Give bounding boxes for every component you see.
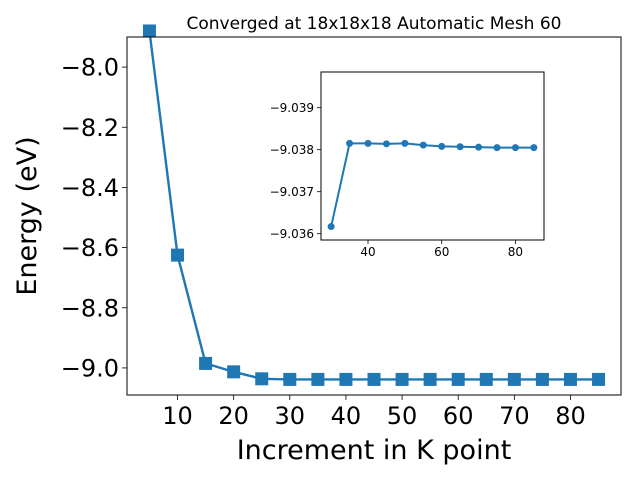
- inset-data-point: [364, 139, 372, 147]
- main-data-point: [592, 372, 606, 386]
- main-x-tick-label: 60: [443, 402, 474, 430]
- inset-y-tick-label: −9.037: [270, 185, 314, 199]
- main-data-point: [535, 372, 549, 386]
- inset-data-point: [456, 143, 464, 151]
- main-chart: Converged at 18x18x18 Automatic Mesh 60 …: [12, 14, 622, 466]
- inset-data-point: [419, 141, 427, 149]
- inset-y-tick-label: −9.039: [270, 101, 314, 115]
- inset-chart: 40 60 80 −9.036 −9.037 −9.038 −9.039: [270, 71, 545, 259]
- main-plot-frame: [126, 36, 622, 396]
- main-ticks: 10 20 30 40 50 60 70 80 −8.0 −8.2 −8.4 −8.6 −8.8 −9.0: [61, 54, 586, 430]
- inset-x-tick-label: 60: [434, 245, 449, 259]
- main-x-tick-label: 10: [162, 402, 193, 430]
- main-data-point: [255, 372, 269, 386]
- main-data-point: [283, 372, 297, 386]
- inset-series: [327, 139, 538, 231]
- main-data-point: [171, 248, 185, 262]
- main-data-point: [227, 365, 241, 379]
- inset-data-point: [511, 144, 519, 152]
- main-data-point: [451, 372, 465, 386]
- main-y-tick-label: −8.2: [61, 114, 119, 142]
- main-data-point: [563, 372, 577, 386]
- inset-y-tick-label: −9.036: [270, 227, 314, 241]
- inset-data-point: [475, 143, 483, 151]
- inset-x-tick-label: 80: [508, 245, 523, 259]
- main-data-point: [142, 24, 156, 38]
- inset-data-point: [327, 223, 335, 231]
- inset-x-tick-label: 40: [360, 245, 375, 259]
- main-data-point: [199, 356, 213, 370]
- inset-data-point: [493, 144, 501, 152]
- inset-data-point: [438, 142, 446, 150]
- main-data-point: [367, 372, 381, 386]
- main-data-point: [479, 372, 493, 386]
- main-data-point: [395, 372, 409, 386]
- inset-data-point: [382, 140, 390, 148]
- main-x-tick-label: 50: [387, 402, 418, 430]
- main-x-tick-label: 70: [499, 402, 530, 430]
- main-series: [142, 24, 606, 386]
- inset-background: [321, 72, 544, 240]
- inset-ticks: 40 60 80 −9.036 −9.037 −9.038 −9.039: [270, 101, 523, 259]
- main-data-point: [423, 372, 437, 386]
- main-y-tick-label: −8.0: [61, 54, 119, 82]
- inset-data-point: [530, 144, 538, 152]
- main-y-axis-label: Energy (eV): [12, 136, 43, 295]
- main-x-tick-label: 30: [275, 402, 306, 430]
- main-x-tick-label: 80: [555, 402, 586, 430]
- inset-data-point: [346, 139, 354, 147]
- main-y-tick-label: −9.0: [61, 355, 119, 383]
- main-y-tick-label: −8.6: [61, 234, 119, 262]
- inset-plot-frame: [320, 71, 545, 241]
- main-data-point: [507, 372, 521, 386]
- main-x-tick-label: 20: [218, 402, 249, 430]
- main-y-tick-label: −8.4: [61, 174, 119, 202]
- main-data-point: [339, 372, 353, 386]
- inset-y-tick-label: −9.038: [270, 143, 314, 157]
- main-x-tick-label: 40: [331, 402, 362, 430]
- inset-data-point: [401, 139, 409, 147]
- main-data-point: [311, 372, 325, 386]
- main-chart-title: Converged at 18x18x18 Automatic Mesh 60: [187, 14, 562, 34]
- main-x-axis-label: Increment in K point: [237, 435, 512, 466]
- main-y-tick-label: −8.8: [61, 294, 119, 322]
